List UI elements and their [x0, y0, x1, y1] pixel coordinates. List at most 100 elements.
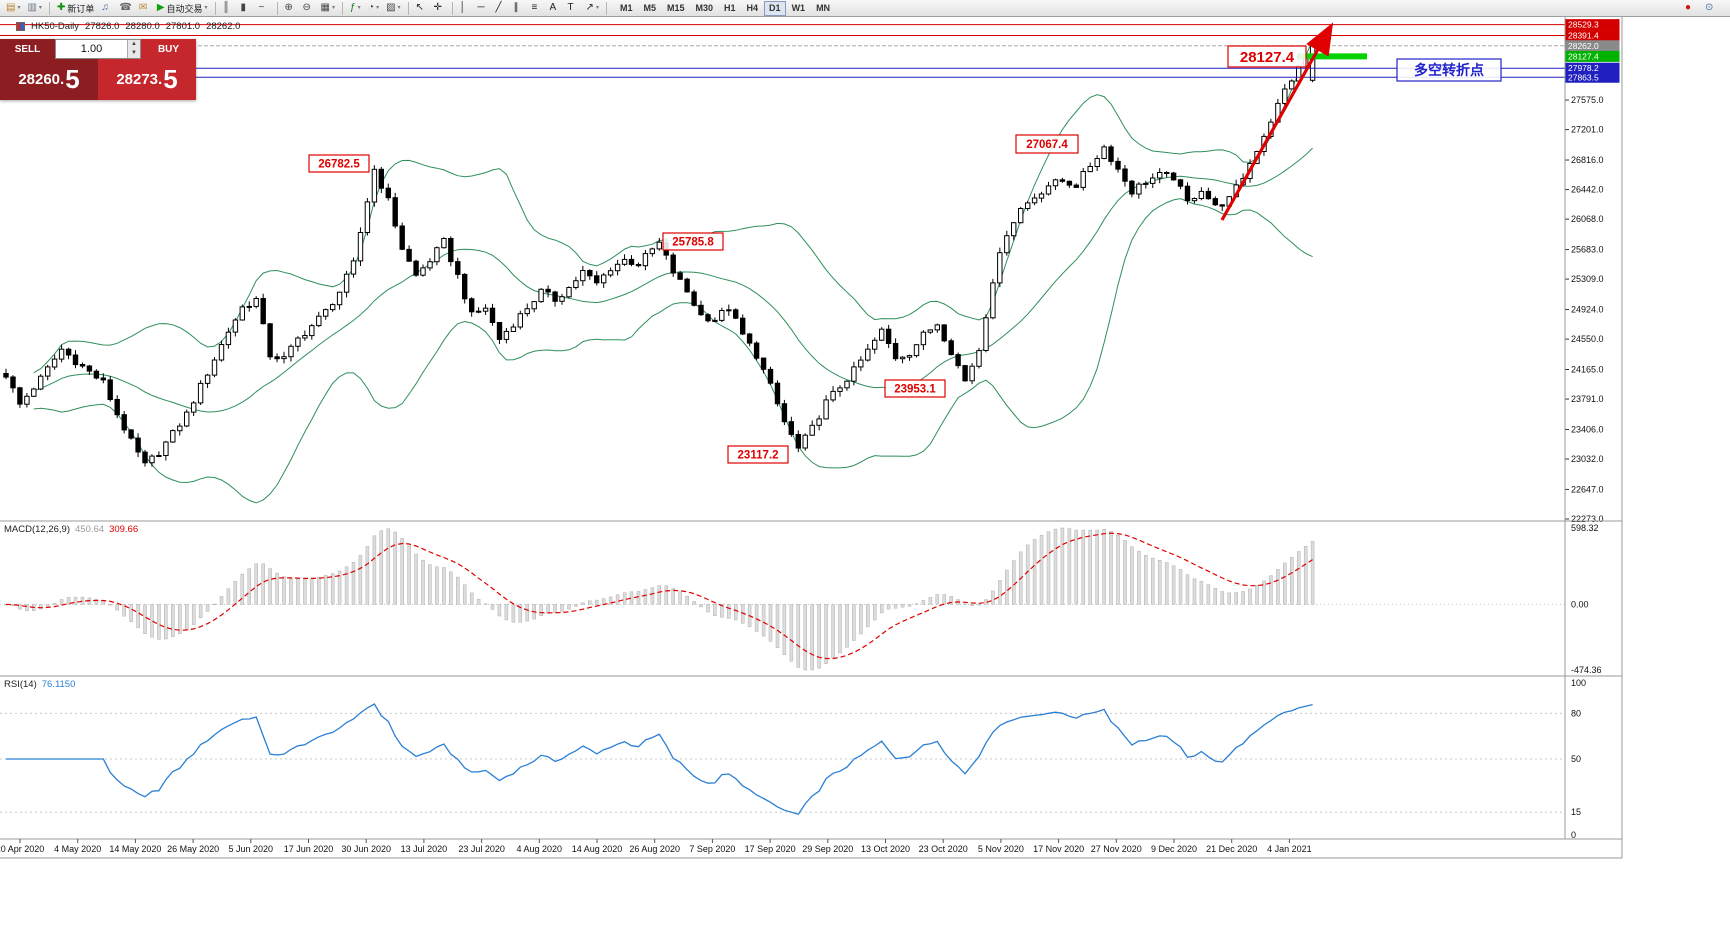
candle	[413, 260, 419, 276]
indicators-button[interactable]: ƒ ▾	[347, 1, 364, 16]
timeframe-d1[interactable]: D1	[764, 0, 786, 16]
timeframe-m30[interactable]: M30	[691, 1, 719, 16]
new-chart-button[interactable]: ▤ ▾	[3, 1, 23, 16]
fibonacci-button[interactable]: ≡	[529, 1, 546, 16]
candle	[760, 357, 767, 370]
price-axis-label: 23406.0	[1571, 424, 1604, 434]
candle	[684, 278, 690, 293]
profiles-dropdown-caret[interactable]: ▾	[38, 5, 42, 11]
periods-dropdown-caret[interactable]: ▾	[376, 5, 380, 11]
candle	[872, 339, 878, 350]
new-order-icon: ✚	[56, 2, 66, 13]
macd-histogram-bar	[171, 604, 175, 637]
autotrading-button[interactable]: ▶ 自动交易 ▾	[154, 1, 211, 16]
candle	[469, 298, 475, 313]
templates-button[interactable]: ▨ ▾	[383, 1, 403, 16]
macd-histogram-bar	[268, 568, 272, 605]
arrows-tool-button[interactable]: ↗ ▾	[583, 1, 602, 16]
candle	[38, 375, 44, 390]
templates-dropdown-caret[interactable]: ▾	[397, 5, 401, 11]
price-axis-label: 22273.0	[1571, 514, 1604, 524]
macd-histogram-bar	[1116, 534, 1120, 605]
annotation-key-level-28127[interactable]	[1227, 45, 1307, 68]
zoom-out-button[interactable]: ⊖	[300, 1, 317, 16]
text-label-button[interactable]: T	[565, 1, 582, 16]
macd-histogram-bar	[428, 564, 432, 605]
zoom-in-button[interactable]: ⊕	[282, 1, 299, 16]
chart-line-button[interactable]: ~	[256, 1, 273, 16]
annotation-high-26782[interactable]	[308, 154, 370, 173]
equidistant-channel-button[interactable]: ∥	[511, 1, 528, 16]
mailbox-button[interactable]: ✉	[136, 1, 153, 16]
timeframe-w1[interactable]: W1	[787, 1, 811, 16]
indicators-dropdown-caret[interactable]: ▾	[357, 5, 361, 11]
vertical-line-button[interactable]: │	[457, 1, 474, 16]
toolbar-separator	[451, 1, 453, 15]
candle	[17, 387, 23, 405]
spinner-up-icon[interactable]: ▲	[128, 40, 140, 49]
indicators-icon: ƒ	[350, 2, 356, 13]
annotation-high-27067[interactable]	[1015, 134, 1079, 154]
phone-dealing-button[interactable]: ☎	[116, 1, 134, 16]
macd-histogram-bar	[1303, 546, 1308, 605]
alerts-button[interactable]: ♫	[98, 1, 115, 16]
timeframe-h1[interactable]: H1	[719, 1, 741, 16]
chart-bars-button[interactable]: ║	[220, 1, 237, 16]
chart-canvas[interactable]: 28529.328391.428262.028127.427978.227863…	[0, 17, 1730, 943]
macd-histogram-bar	[483, 603, 488, 605]
annotation-high-25785[interactable]	[662, 232, 724, 251]
candle	[156, 455, 162, 457]
timeframe-h4[interactable]: H4	[742, 1, 764, 16]
timeframe-m15[interactable]: M15	[662, 1, 690, 16]
candle	[1143, 182, 1149, 185]
macd-histogram-bar	[1039, 535, 1044, 605]
macd-histogram-bar	[1171, 565, 1176, 605]
macd-histogram-bar	[859, 604, 863, 635]
annotation-high-25785-text: 25785.8	[672, 237, 714, 249]
candle	[31, 388, 37, 397]
periods-button[interactable]: ◔ ▾	[365, 1, 382, 16]
grid-icon: ▦	[320, 2, 330, 13]
date-axis-label: 27 Nov 2020	[1091, 844, 1142, 854]
profiles-button[interactable]: ▥ ▾	[24, 1, 44, 16]
macd-axis-label: 598.32	[1571, 523, 1599, 533]
timeframe-mn[interactable]: MN	[811, 1, 835, 16]
record-button[interactable]: ●	[1682, 1, 1699, 16]
bid-price[interactable]: 28260. 5	[0, 59, 98, 100]
grid-button[interactable]: ▦ ▾	[318, 1, 338, 16]
timeframe-m5[interactable]: M5	[638, 1, 661, 16]
lot-size-value[interactable]: 1.00	[80, 43, 103, 55]
chart-candles-button[interactable]: ▮	[238, 1, 255, 16]
new-order-button[interactable]: ✚ 新订单	[54, 1, 97, 16]
candle	[941, 324, 947, 342]
macd-histogram-bar	[344, 566, 349, 605]
annotation-low-23117[interactable]	[727, 445, 789, 464]
arrows-tool-dropdown-caret[interactable]: ▾	[595, 5, 599, 11]
candle	[371, 168, 378, 203]
sell-button[interactable]: SELL	[0, 39, 55, 59]
trendline-button[interactable]: ╱	[493, 1, 510, 16]
spinner-down-icon[interactable]: ▼	[128, 49, 140, 58]
lot-size-field[interactable]: 1.00 ▲ ▼	[55, 39, 141, 59]
annotation-low-23117-text: 23117.2	[738, 450, 779, 462]
autotrading-dropdown-caret[interactable]: ▾	[204, 5, 208, 11]
horizontal-line-button[interactable]: ─	[475, 1, 492, 16]
bull-bear-turning-point-label[interactable]	[1396, 58, 1502, 82]
macd-histogram-bar	[504, 604, 509, 621]
trend-arrow[interactable]	[1220, 22, 1334, 221]
candle	[1018, 208, 1024, 224]
candle	[1157, 172, 1163, 179]
lot-size-spinner[interactable]: ▲ ▼	[127, 40, 140, 58]
crosshair-button[interactable]: ✛	[431, 1, 448, 16]
search-button[interactable]: ⊙	[1702, 1, 1719, 16]
ask-price[interactable]: 28273. 5	[98, 59, 196, 100]
new-chart-dropdown-caret[interactable]: ▾	[17, 5, 21, 11]
text-button[interactable]: A	[547, 1, 564, 16]
annotation-low-23953[interactable]	[884, 379, 946, 398]
candle	[885, 328, 892, 345]
cursor-button[interactable]: ↖	[413, 1, 430, 16]
timeframe-m1[interactable]: M1	[615, 1, 638, 16]
buy-button[interactable]: BUY	[141, 39, 196, 59]
grid-dropdown-caret[interactable]: ▾	[332, 5, 336, 11]
macd-histogram-bar	[539, 604, 543, 617]
